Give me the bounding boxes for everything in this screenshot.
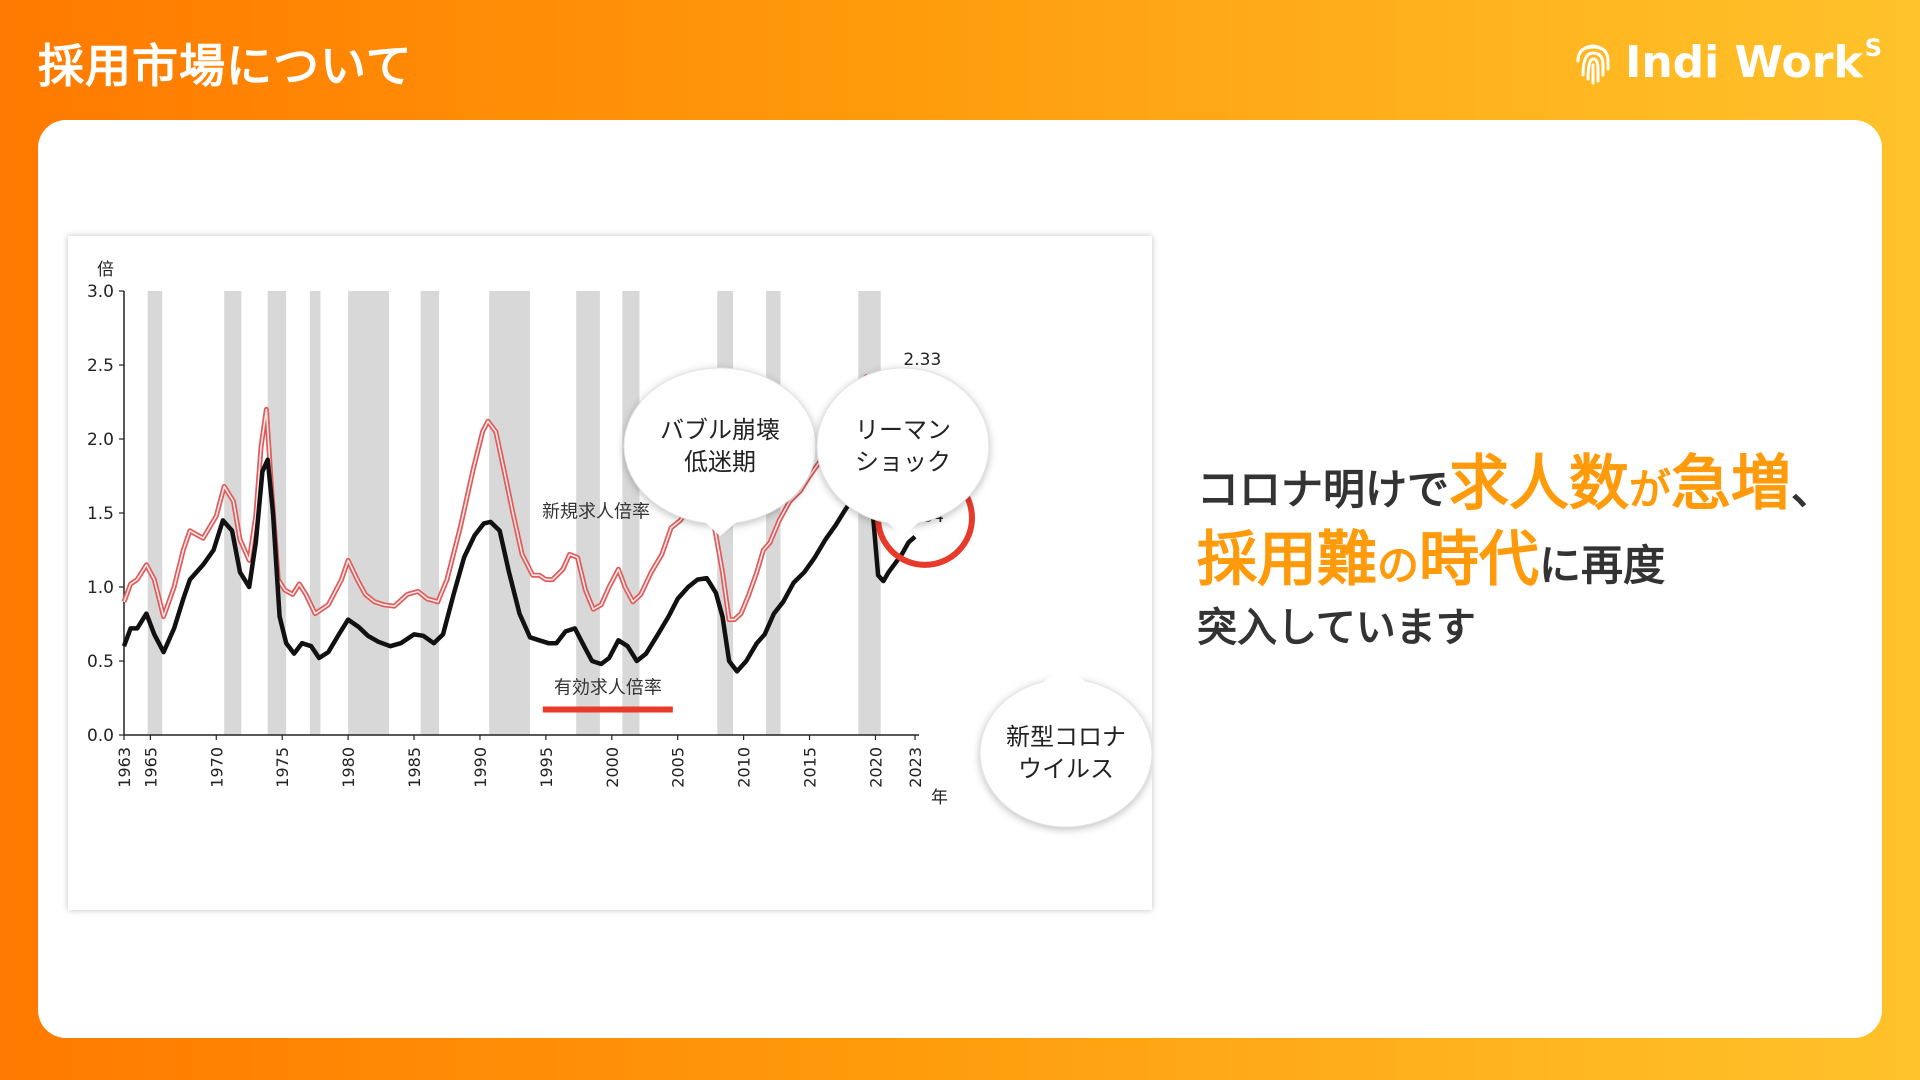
effective-job-ratio-line xyxy=(121,457,917,674)
recession-band xyxy=(420,291,440,735)
callout-bubble-tail xyxy=(1038,664,1090,686)
y-tick-label: 1.0 xyxy=(87,578,114,598)
headline-line2-segment-0: 採用難 xyxy=(1197,525,1377,595)
callout-bubble-shape xyxy=(623,367,817,525)
x-tick-label: 1975 xyxy=(273,747,292,788)
new-job-ratio-line-highlight xyxy=(123,376,916,621)
recession-band xyxy=(622,291,640,735)
callout-bubble-tail xyxy=(880,516,926,536)
callout-text: バブル崩壊 xyxy=(660,416,780,444)
brand-logo: Indi Work S xyxy=(1573,34,1882,90)
y-tick-label: 3.0 xyxy=(87,282,114,302)
y-tick-label: 2.5 xyxy=(87,356,114,376)
x-tick-label: 1995 xyxy=(537,747,556,788)
callout-text: 新型コロナ xyxy=(1006,723,1126,751)
logo-name: Indi Work xyxy=(1624,36,1863,88)
headline-line2-segment-3: に再度 xyxy=(1539,541,1666,590)
callout-text: リーマン xyxy=(855,416,951,444)
headline-line-3: 突入しています xyxy=(1197,605,1476,651)
y-axis-label: 倍 xyxy=(97,260,114,280)
x-tick-label: 1990 xyxy=(471,747,490,788)
headline-line1-segment-0: コロナ明けで xyxy=(1197,465,1450,514)
y-tick-label: 1.5 xyxy=(87,504,114,524)
callout-text: 低迷期 xyxy=(684,448,756,476)
headline-line2-segment-2: 時代 xyxy=(1419,525,1540,595)
recession-band xyxy=(576,291,600,735)
x-tick-label: 1970 xyxy=(207,747,226,788)
x-tick-label: 1985 xyxy=(405,747,424,788)
x-tick-label: 2023 xyxy=(906,747,925,788)
headline-line-1: コロナ明けで求人数が急増、 xyxy=(1197,448,1833,520)
y-tick-label: 0.0 xyxy=(87,726,114,746)
chart-frame: 0.0 0.5 1.0 1.5 2.0 2.5 3.0 倍 1963 1965 1970 1975 19… xyxy=(68,236,1152,910)
recession-band xyxy=(309,291,321,735)
logo-sup: S xyxy=(1864,34,1882,62)
series-label: 有効求人倍率 xyxy=(554,678,662,699)
headline-line1-segment-3: 急増 xyxy=(1671,449,1792,519)
callout-bubble-shape xyxy=(816,367,990,525)
x-tick-label: 2020 xyxy=(866,747,885,788)
callout-bubble-shape xyxy=(979,678,1152,828)
headline: コロナ明けで求人数が急増、 採用難の時代に再度 突入しています xyxy=(1197,448,1833,652)
y-tick-label: 0.5 xyxy=(87,652,114,672)
callout-text: ショック xyxy=(855,448,951,476)
x-tick-label: 1965 xyxy=(141,747,160,788)
x-tick-label: 2000 xyxy=(603,747,622,788)
recession-band xyxy=(224,291,242,735)
recession-band xyxy=(489,291,531,735)
value-label: 2.33 xyxy=(903,350,941,370)
x-tick-label: 1963 xyxy=(115,747,134,788)
x-tick-label: 2005 xyxy=(669,747,688,788)
recession-band xyxy=(348,291,389,735)
headline-line1-segment-1: 求人数 xyxy=(1449,449,1630,519)
headline-line1-segment-4: 、 xyxy=(1791,465,1834,514)
job-openings-ratio-chart: 0.0 0.5 1.0 1.5 2.0 2.5 3.0倍 1963 1965 1970 1975 19… xyxy=(87,260,1152,828)
slide-title: 採用市場について xyxy=(38,39,413,93)
recession-band xyxy=(147,291,163,735)
callout-text: ウイルス xyxy=(1018,755,1114,783)
headline-line-2: 採用難の時代に再度 xyxy=(1197,524,1833,596)
x-tick-label: 1980 xyxy=(339,747,358,788)
series-label: 新規求人倍率 xyxy=(542,501,650,522)
callout-bubble-tail xyxy=(698,516,744,536)
y-tick-label: 2.0 xyxy=(87,430,114,450)
headline-line2-segment-1: の xyxy=(1377,541,1420,590)
fingerprint-icon xyxy=(1576,44,1610,85)
x-tick-label: 2015 xyxy=(801,747,820,788)
x-tick-label: 2010 xyxy=(735,747,754,788)
x-axis-label: 年 xyxy=(931,788,948,808)
recession-band xyxy=(267,291,287,735)
headline-line1-segment-2: が xyxy=(1629,465,1672,514)
